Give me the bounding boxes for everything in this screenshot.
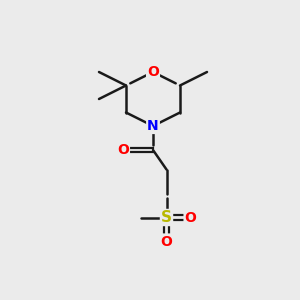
Text: S: S <box>161 210 172 225</box>
Text: O: O <box>184 211 196 224</box>
Text: O: O <box>160 235 172 248</box>
Text: N: N <box>147 119 159 133</box>
Text: O: O <box>147 65 159 79</box>
Text: O: O <box>117 143 129 157</box>
